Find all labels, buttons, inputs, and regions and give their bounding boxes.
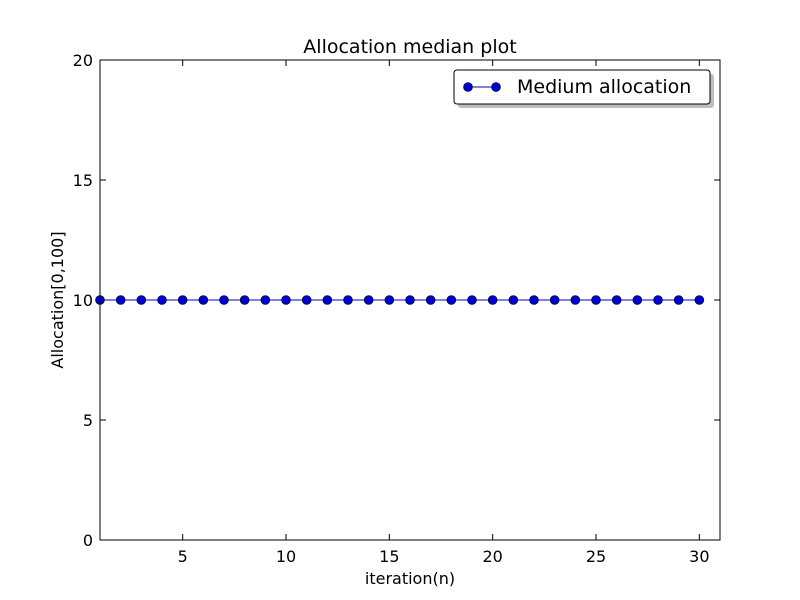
data-point: [363, 295, 374, 305]
data-point: [425, 295, 436, 305]
data-point: [446, 295, 457, 305]
data-point: [611, 295, 622, 305]
data-point: [632, 295, 643, 305]
chart-title: Allocation median plot: [303, 36, 516, 58]
data-point: [673, 295, 684, 305]
x-tick-label: 5: [178, 547, 188, 566]
data-point: [136, 295, 147, 305]
x-tick-label: 15: [379, 547, 399, 566]
legend-marker: [463, 82, 473, 92]
y-tick-label: 10: [73, 291, 93, 310]
data-point: [281, 295, 291, 305]
data-point: [157, 295, 167, 305]
x-tick-label: 10: [276, 547, 296, 566]
data-point: [322, 295, 333, 305]
data-point: [694, 295, 705, 305]
data-point: [301, 295, 312, 305]
x-axis-ticks: 5 10 15 20 25 30: [178, 60, 710, 566]
data-point: [405, 295, 415, 305]
data-point: [467, 295, 477, 305]
data-point: [529, 295, 539, 305]
y-axis-label: Allocation[0,100]: [48, 231, 67, 368]
data-point: [549, 295, 560, 305]
x-tick-label: 30: [689, 547, 709, 566]
data-point: [343, 295, 353, 305]
y-tick-label: 0: [83, 531, 93, 550]
x-axis-label: iteration(n): [365, 569, 455, 588]
data-point: [198, 295, 209, 305]
legend-marker: [491, 82, 501, 92]
legend-box: [453, 69, 711, 105]
data-point: [653, 295, 663, 305]
y-tick-label: 15: [73, 171, 93, 190]
x-tick-label: 25: [586, 547, 606, 566]
data-point: [487, 295, 498, 305]
x-tick-label: 20: [482, 547, 502, 566]
series-layer: [95, 295, 705, 305]
data-point: [384, 295, 395, 305]
legend-label: Medium allocation: [517, 76, 691, 98]
plot-area: 5 10 15 20 25 30 0 5 10 15 20: [73, 51, 721, 566]
data-point: [115, 295, 126, 305]
legend: Medium allocation: [453, 69, 714, 108]
data-point: [570, 295, 581, 305]
y-tick-label: 5: [83, 411, 93, 430]
data-point: [260, 295, 271, 305]
data-point: [219, 295, 229, 305]
y-tick-label: 20: [73, 51, 93, 70]
data-point: [239, 295, 250, 305]
data-point: [508, 295, 519, 305]
plot-frame: [99, 59, 721, 541]
data-point: [177, 295, 188, 305]
data-point: [591, 295, 601, 305]
